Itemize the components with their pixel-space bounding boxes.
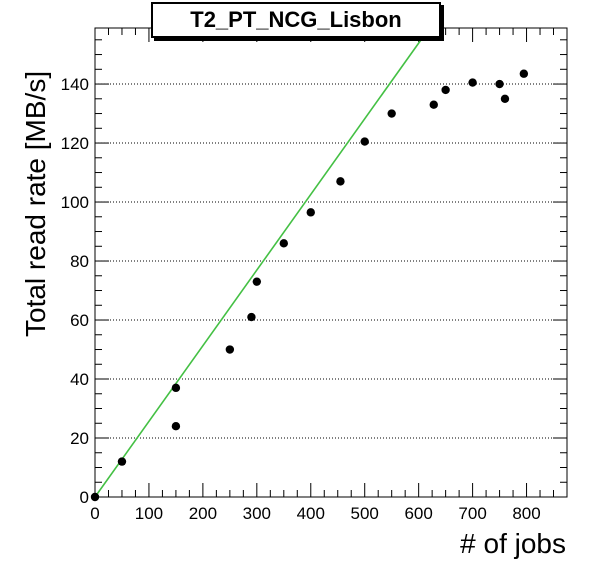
data-point: [495, 79, 504, 89]
grid-lines: [95, 83, 567, 439]
data-point: [500, 94, 510, 103]
tick-labels: 0 20 40 60 80 100 120 140 0 100 200 300 400 500 600 700…: [61, 75, 541, 523]
x-tick-label: 200: [189, 504, 217, 523]
y-tick-label: 80: [70, 252, 89, 271]
data-point: [336, 177, 345, 186]
data-point: [360, 137, 369, 146]
chart-title: T2_PT_NCG_Lisbon: [151, 2, 441, 38]
y-tick-label: 60: [70, 311, 89, 330]
data-point: [252, 277, 262, 286]
data-point: [247, 312, 256, 322]
data-point: [519, 69, 529, 78]
axis-ticks: [94, 28, 568, 498]
x-tick-label: 0: [90, 504, 99, 523]
data-point: [90, 492, 100, 502]
x-axis-label: # of jobs: [460, 528, 566, 559]
x-tick-label: 600: [404, 504, 432, 523]
y-tick-label: 0: [80, 488, 89, 507]
x-tick-label: 800: [512, 504, 540, 523]
data-point: [429, 100, 438, 109]
x-tick-label: 500: [351, 504, 379, 523]
data-point: [171, 422, 181, 431]
y-tick-label: 140: [61, 75, 89, 94]
plot-frame: [94, 27, 568, 498]
data-point: [387, 109, 396, 118]
fit-line-group: [94, 27, 431, 498]
y-tick-label: 120: [61, 134, 89, 153]
y-axis-label: Total read rate [MB/s]: [20, 70, 51, 337]
data-point: [117, 457, 127, 466]
x-tick-label: 100: [135, 504, 163, 523]
fit-line: [94, 27, 431, 498]
x-tick-label: 400: [297, 504, 325, 523]
x-tick-label: 300: [243, 504, 271, 523]
y-tick-label: 40: [70, 370, 89, 389]
data-point: [279, 239, 288, 248]
data-point: [468, 78, 477, 87]
data-point: [225, 345, 235, 354]
data-point: [171, 383, 181, 393]
data-point: [441, 85, 450, 95]
y-tick-label: 20: [70, 429, 89, 448]
data-points: [90, 69, 529, 502]
data-point: [306, 208, 315, 217]
x-tick-label: 700: [458, 504, 486, 523]
y-tick-label: 100: [61, 193, 89, 212]
